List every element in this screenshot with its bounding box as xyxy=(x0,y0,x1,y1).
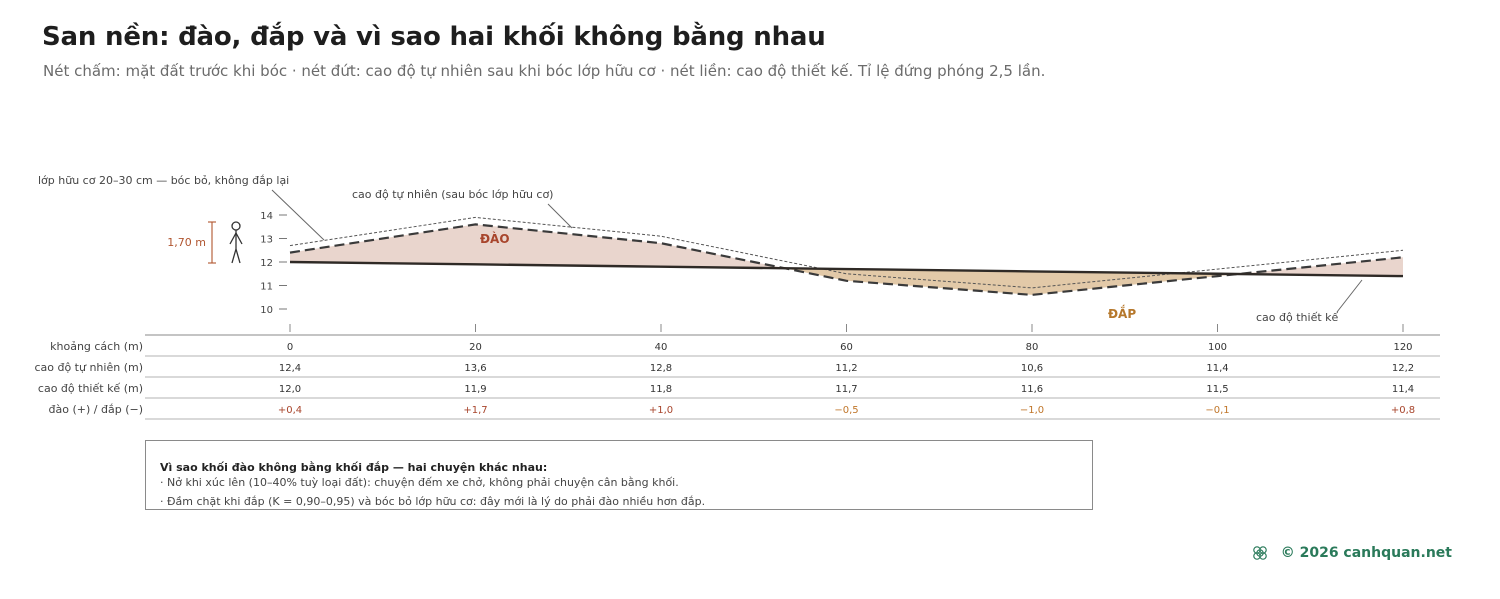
original-surface-line xyxy=(289,216,1404,289)
y-tick-label: 12 xyxy=(260,258,273,269)
table-cell: 13,6 xyxy=(464,363,486,374)
person-scale-icon xyxy=(229,221,243,264)
organic-layer-label: lớp hữu cơ 20–30 cm — bóc bỏ, không đắp … xyxy=(38,174,289,187)
x-tick-label: 0 xyxy=(287,342,293,353)
note-line-compaction: · Đầm chặt khi đắp (K = 0,90–0,95) và bó… xyxy=(160,495,706,508)
table-cell: 11,4 xyxy=(1206,363,1228,374)
table-cell: −0,5 xyxy=(834,405,858,416)
design-grade-line xyxy=(289,260,1404,278)
table-cell: −0,1 xyxy=(1205,405,1229,416)
table-cell: 11,9 xyxy=(464,384,486,395)
natural-grade-label: cao độ tự nhiên (sau bóc lớp hữu cơ) xyxy=(352,188,553,201)
copyright-text: © 2026 canhquan.net xyxy=(1280,545,1452,561)
table-cell: +1,7 xyxy=(463,405,487,416)
table-cell: 11,6 xyxy=(1021,384,1043,395)
data-table: khoảng cách (m) 0 20 40 60 80 100 120 cao độ tự … xyxy=(34,324,1440,420)
note-line-swell: · Nở khi xúc lên (10–40% tuỳ loại đất): … xyxy=(160,476,679,489)
table-cell: 12,8 xyxy=(650,363,672,374)
organic-layer-leader xyxy=(271,189,325,241)
x-tick-label: 40 xyxy=(655,342,668,353)
design-grade-label: cao độ thiết kế xyxy=(1256,311,1339,324)
table-cell: +0,4 xyxy=(278,405,302,416)
footer-brand: © 2026 canhquan.net xyxy=(1251,544,1452,562)
table-cell: 12,4 xyxy=(279,363,301,374)
person-height-bracket xyxy=(208,221,216,264)
page-subtitle: Nét chấm: mặt đất trước khi bóc · nét đứ… xyxy=(43,62,1046,80)
table-cell: 11,4 xyxy=(1392,384,1414,395)
cut-area xyxy=(475,224,661,267)
note-title: Vì sao khối đào không bằng khối đắp — ha… xyxy=(160,461,548,474)
x-tick-label: 60 xyxy=(840,342,853,353)
table-cell: 11,8 xyxy=(650,384,672,395)
table-cell: +0,8 xyxy=(1391,405,1415,416)
table-cell: −1,0 xyxy=(1020,405,1044,416)
natural-grade-leader xyxy=(547,203,573,229)
table-cell: 12,2 xyxy=(1392,363,1414,374)
table-row-label: khoảng cách (m) xyxy=(50,340,143,353)
x-tick-label: 100 xyxy=(1208,342,1227,353)
design-grade-leader xyxy=(1336,279,1363,313)
table-cell: 11,7 xyxy=(835,384,857,395)
x-tick-label: 20 xyxy=(469,342,482,353)
x-tick-label: 80 xyxy=(1026,342,1039,353)
y-axis: 14 13 12 11 10 xyxy=(260,211,287,316)
profile-lines xyxy=(289,216,1404,297)
y-tick-label: 11 xyxy=(260,282,273,293)
page-title: San nền: đào, đắp và vì sao hai khối khô… xyxy=(42,22,826,52)
x-tick-label: 120 xyxy=(1393,342,1412,353)
y-tick-label: 13 xyxy=(260,235,273,246)
table-row-label: cao độ thiết kế (m) xyxy=(38,382,143,395)
cut-label: ĐÀO xyxy=(480,231,510,246)
y-tick-label: 10 xyxy=(260,305,273,316)
person-height-label: 1,70 m xyxy=(167,236,206,249)
cut-fill-areas xyxy=(290,224,1403,295)
fill-label: ĐẮP xyxy=(1108,305,1136,321)
cut-area xyxy=(290,224,476,265)
lattice-logo-icon xyxy=(1252,546,1267,560)
y-tick-label: 14 xyxy=(260,211,273,222)
explanation-note-box: Vì sao khối đào không bằng khối đắp — ha… xyxy=(145,440,1093,510)
table-cell: +1,0 xyxy=(649,405,673,416)
table-cell: 11,5 xyxy=(1206,384,1228,395)
table-cell: 10,6 xyxy=(1021,363,1043,374)
table-row-label: cao độ tự nhiên (m) xyxy=(34,361,143,374)
table-row-label: đào (+) / đắp (−) xyxy=(49,403,143,416)
table-cell: 11,2 xyxy=(835,363,857,374)
table-cell: 12,0 xyxy=(279,384,301,395)
fill-area xyxy=(1032,271,1218,295)
fill-area xyxy=(846,269,1032,295)
natural-grade-line xyxy=(289,223,1404,297)
